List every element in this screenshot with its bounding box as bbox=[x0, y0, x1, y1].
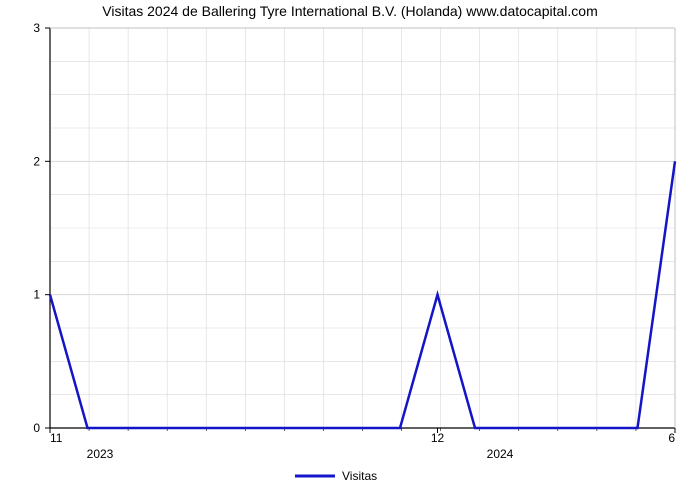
y-tick-label: 0 bbox=[33, 421, 40, 435]
x-group-label: 2023 bbox=[87, 447, 114, 461]
y-tick-label: 1 bbox=[33, 288, 40, 302]
chart-container: Visitas 2024 de Ballering Tyre Internati… bbox=[0, 0, 700, 500]
y-tick-label: 3 bbox=[33, 21, 40, 35]
x-tick-label: 12 bbox=[431, 431, 445, 445]
x-tick-label: 6 bbox=[668, 431, 675, 445]
x-tick-label: 11 bbox=[50, 431, 63, 445]
x-group-label: 2024 bbox=[487, 447, 514, 461]
chart-title: Visitas 2024 de Ballering Tyre Internati… bbox=[102, 3, 597, 19]
visitas-line-chart: Visitas 2024 de Ballering Tyre Internati… bbox=[0, 0, 700, 500]
y-tick-label: 2 bbox=[33, 154, 40, 168]
legend-label: Visitas bbox=[342, 469, 377, 483]
